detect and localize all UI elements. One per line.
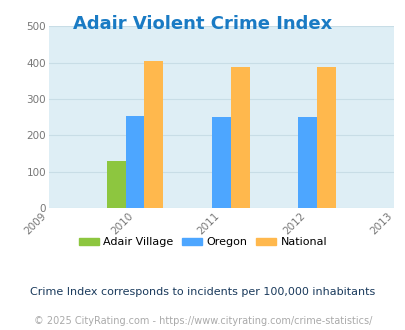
Bar bbox=[106, 161, 125, 208]
Text: © 2025 CityRating.com - https://www.cityrating.com/crime-statistics/: © 2025 CityRating.com - https://www.city… bbox=[34, 316, 371, 326]
Bar bbox=[316, 67, 335, 208]
Text: Crime Index corresponds to incidents per 100,000 inhabitants: Crime Index corresponds to incidents per… bbox=[30, 287, 375, 297]
Legend: Adair Village, Oregon, National: Adair Village, Oregon, National bbox=[74, 233, 331, 252]
Bar bbox=[211, 117, 230, 208]
Text: Adair Violent Crime Index: Adair Violent Crime Index bbox=[73, 15, 332, 33]
Bar bbox=[297, 117, 316, 208]
Bar bbox=[125, 116, 144, 208]
Bar bbox=[144, 61, 163, 208]
Bar bbox=[230, 67, 249, 208]
